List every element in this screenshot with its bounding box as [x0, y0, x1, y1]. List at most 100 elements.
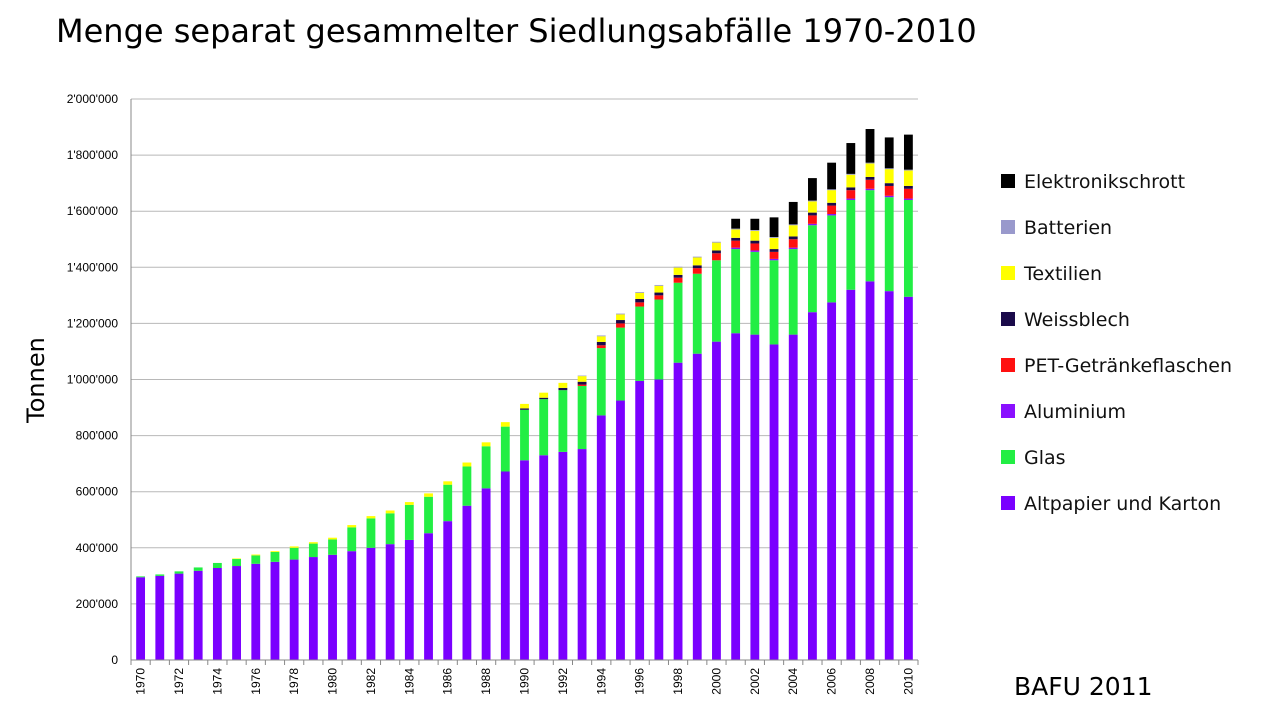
x-tick-label: 2006 [825, 668, 839, 695]
bar-segment [616, 313, 625, 315]
bar-segment [520, 409, 529, 461]
bar-segment [884, 291, 894, 660]
bar-segment [808, 215, 817, 224]
bar-segment [212, 567, 222, 660]
bar-segment [558, 387, 568, 391]
bar-segment [443, 481, 453, 485]
bar-segment [289, 547, 299, 560]
bar-segment [443, 521, 453, 660]
bar-segment [635, 298, 645, 303]
bar-segment [654, 299, 664, 380]
bar-segment [769, 251, 779, 259]
bar-segment [769, 237, 779, 250]
bar-segment [347, 525, 357, 528]
bar-segment [232, 558, 241, 560]
bar-segment [616, 323, 625, 328]
y-tick-label: 400'000 [76, 541, 119, 555]
bar-segment [577, 384, 587, 386]
x-tick-label: 1974 [210, 668, 224, 695]
bar-segment [769, 237, 779, 238]
bar-segment [616, 314, 625, 321]
bar-segment [692, 256, 702, 258]
bar-segment [750, 250, 760, 252]
bar-segment [884, 185, 894, 196]
bar-segment [788, 249, 798, 335]
bar-segment [635, 291, 645, 293]
bar-segment [481, 442, 491, 447]
bar-segment [846, 198, 856, 200]
bar-segment [731, 247, 741, 250]
bar-segment [520, 460, 529, 660]
y-tick-label: 1'600'000 [67, 204, 119, 218]
bar-segment [424, 496, 433, 534]
bar-segment [289, 546, 299, 548]
bar-segment [788, 247, 798, 250]
y-tick-label: 0 [111, 653, 118, 667]
bar-segment [884, 197, 894, 292]
bar-segment [846, 143, 856, 174]
bar-segment [654, 284, 664, 286]
bar-segment [500, 426, 510, 472]
bar-segment [328, 537, 337, 540]
y-tick-label: 2'000'000 [67, 92, 119, 106]
legend-swatch [1001, 266, 1015, 280]
legend-label: Textilien [1023, 263, 1102, 285]
bar-segment [788, 239, 798, 248]
bar-segment [731, 240, 741, 248]
bar-segment [712, 260, 721, 342]
bar-segment [635, 380, 645, 660]
bar-segment [769, 258, 779, 261]
bar-segment [808, 178, 817, 201]
bar-segment [827, 189, 837, 191]
bar-segment [270, 552, 280, 562]
bar-segment [788, 224, 798, 226]
bar-segment [596, 336, 606, 342]
bar-segment [193, 567, 203, 571]
bar-segment [692, 273, 702, 354]
bar-segment [635, 292, 645, 299]
bar-segment [539, 399, 549, 456]
bar-segment [788, 201, 798, 225]
bars [136, 129, 913, 660]
y-tick-label: 200'000 [76, 597, 119, 611]
bar-segment [673, 362, 683, 660]
bar-segment [846, 187, 856, 191]
bar-segment [136, 577, 146, 660]
bar-segment [596, 341, 606, 346]
x-tick-label: 1970 [134, 668, 148, 695]
bar-segment [616, 327, 625, 401]
bar-segment [174, 573, 184, 660]
x-tick-label: 2002 [748, 668, 762, 695]
bar-segment [155, 575, 165, 660]
bar-segment [539, 455, 549, 660]
bar-segment [884, 137, 894, 169]
bar-segment [385, 510, 395, 514]
bar-segment [712, 242, 721, 251]
bar-segment [903, 199, 913, 297]
bar-segment [616, 320, 625, 324]
bar-segment [865, 281, 875, 660]
legend-swatch [1001, 220, 1015, 234]
y-tick-label: 1'800'000 [67, 148, 119, 162]
legend-swatch [1001, 496, 1015, 510]
bar-segment [385, 513, 395, 545]
bar-segment [558, 390, 568, 452]
x-tick-label: 1990 [518, 668, 532, 695]
bar-segment [577, 376, 587, 382]
source-label: BAFU 2011 [1014, 672, 1153, 701]
bar-segment [673, 277, 683, 283]
x-tick-label: 1996 [633, 668, 647, 695]
bar-segment [884, 168, 894, 170]
bar-segment [827, 190, 837, 203]
bar-segment [827, 202, 837, 206]
bar-segment [865, 162, 875, 164]
bar-segment [673, 266, 683, 268]
bar-segment [558, 451, 568, 660]
y-tick-label: 1'200'000 [67, 316, 119, 330]
bar-segment [903, 170, 913, 186]
bar-segment [462, 505, 472, 660]
x-tick-label: 2004 [786, 668, 800, 695]
bar-segment [328, 554, 337, 660]
bar-segment [903, 134, 913, 170]
